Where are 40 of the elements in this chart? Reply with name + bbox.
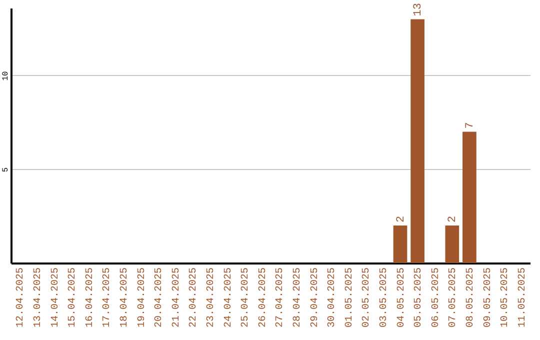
x-tick-label: 08.05.2025 bbox=[465, 268, 476, 328]
bar bbox=[445, 226, 460, 263]
x-tick-label: 23.04.2025 bbox=[206, 268, 217, 328]
x-tick-label: 29.04.2025 bbox=[310, 268, 321, 328]
x-tick-label: 24.04.2025 bbox=[223, 268, 234, 328]
data-label: 13 bbox=[412, 3, 425, 16]
x-tick-label: 26.04.2025 bbox=[258, 268, 269, 328]
x-tick-label: 22.04.2025 bbox=[188, 268, 200, 328]
x-tick-label: 15.04.2025 bbox=[68, 268, 79, 328]
x-tick-label: 02.05.2025 bbox=[362, 268, 373, 328]
x-tick-label: 18.04.2025 bbox=[119, 268, 130, 328]
bar bbox=[462, 132, 476, 263]
x-tick-label: 25.04.2025 bbox=[240, 268, 252, 328]
x-tick-label: 12.04.2025 bbox=[16, 268, 27, 328]
x-tick-label: 04.05.2025 bbox=[396, 268, 408, 328]
data-label: 2 bbox=[447, 216, 460, 222]
x-tick-label: 01.05.2025 bbox=[344, 268, 356, 328]
y-tick-label: 5 bbox=[2, 167, 10, 172]
x-tick-label: 21.04.2025 bbox=[171, 268, 182, 328]
x-tick-label: 05.05.2025 bbox=[414, 268, 425, 328]
x-tick-label: 13.04.2025 bbox=[32, 268, 44, 328]
x-tick-label: 09.05.2025 bbox=[482, 268, 494, 328]
x-tick-label: 27.04.2025 bbox=[275, 268, 286, 328]
x-tick-label: 20.04.2025 bbox=[154, 268, 166, 328]
x-tick-label: 14.04.2025 bbox=[50, 268, 62, 328]
x-tick-label: 11.05.2025 bbox=[517, 268, 528, 328]
x-tick-label: 10.05.2025 bbox=[500, 268, 512, 328]
bar bbox=[393, 226, 408, 263]
bar bbox=[410, 19, 424, 263]
x-tick-label: 16.04.2025 bbox=[84, 268, 96, 328]
data-label: 7 bbox=[464, 122, 476, 129]
x-tick-label: 06.05.2025 bbox=[430, 268, 442, 328]
x-tick-label: 19.04.2025 bbox=[136, 268, 148, 328]
x-tick-label: 30.04.2025 bbox=[327, 268, 338, 328]
x-tick-label: 28.04.2025 bbox=[292, 268, 304, 328]
data-label: 2 bbox=[395, 216, 408, 222]
x-tick-label: 07.05.2025 bbox=[448, 268, 460, 328]
y-tick-label: 10 bbox=[2, 71, 10, 81]
x-tick-label: 03.05.2025 bbox=[378, 268, 390, 328]
x-tick-label: 17.04.2025 bbox=[102, 268, 114, 328]
